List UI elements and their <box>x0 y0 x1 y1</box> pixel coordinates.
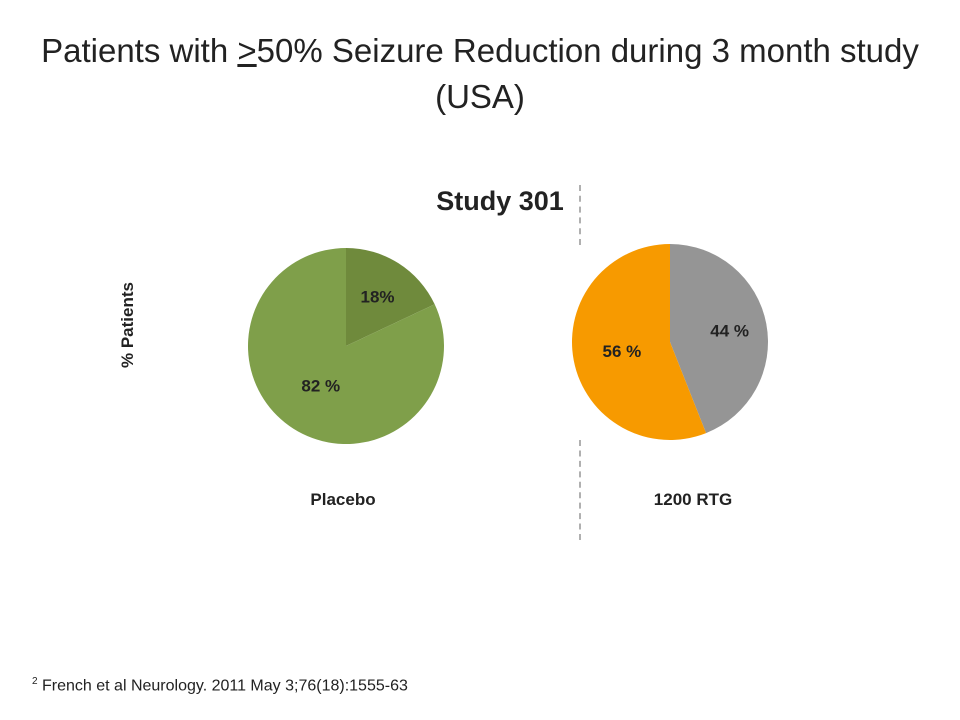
pie-label-1200-rtg-0: 44 % <box>710 322 749 341</box>
divider-top <box>579 185 581 245</box>
title-greater-equal-symbol: > <box>237 32 257 69</box>
pie-label-placebo-0: 18% <box>360 287 394 306</box>
pie-placebo: 18% 82 % <box>248 248 445 444</box>
footnote: 2 French et al Neurology. 2011 May 3;76(… <box>32 676 408 695</box>
category-label-1200-rtg: 1200 RTG <box>654 490 732 509</box>
pie-1200-rtg: 44 % 56 % <box>571 244 768 441</box>
pie-slice-1200-rtg-0 <box>670 244 768 434</box>
title-suffix: 50% Seizure Reduction during 3 month stu… <box>256 32 919 115</box>
divider-bottom <box>579 440 581 540</box>
footnote-text: French et al Neurology. 2011 May 3;76(18… <box>42 677 408 695</box>
pie-slice-placebo-1 <box>248 248 445 444</box>
slide-title: Patients with >50% Seizure Reduction dur… <box>40 28 920 120</box>
pie-slice-placebo-0 <box>346 248 435 346</box>
category-label-placebo: Placebo <box>310 490 375 509</box>
chart-title: Study 301 <box>436 186 564 216</box>
pie-slice-1200-rtg-1 <box>571 244 707 441</box>
pie-label-placebo-1: 82 % <box>301 377 340 396</box>
title-prefix: Patients with <box>41 32 238 69</box>
pie-label-1200-rtg-1: 56 % <box>602 342 641 361</box>
footnote-number: 2 <box>32 676 38 687</box>
